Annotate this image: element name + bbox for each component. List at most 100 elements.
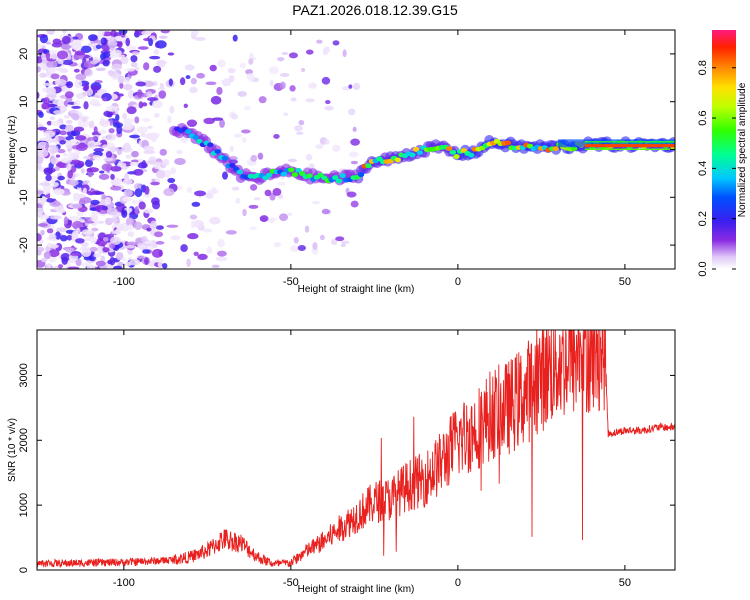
spectrogram-noise-blob (237, 90, 247, 97)
spectrogram-ridge-core (299, 171, 306, 177)
spectrogram-noise-blob (135, 81, 147, 87)
spectrogram-noise-blob (163, 188, 175, 197)
spectrogram-noise-blob (84, 68, 93, 77)
spectrogram-noise-blob (63, 216, 69, 225)
spectrogram-noise-blob (79, 115, 90, 121)
spectrogram-noise-blob (57, 175, 65, 181)
spectrogram-noise-blob (84, 159, 94, 168)
spectrogram-noise-blob (269, 79, 274, 87)
spectrogram-noise-blob (211, 117, 224, 121)
spectrogram-noise-blob (315, 144, 324, 150)
spectrogram-noise-blob (272, 188, 282, 196)
spectrogram-noise-blob (50, 156, 59, 165)
spectrogram-noise-blob (142, 118, 151, 123)
spectrogram-ridge-core (365, 163, 372, 169)
spectrogram-noise-blob (58, 264, 63, 269)
spectrogram-noise-blob (129, 161, 139, 167)
snr-y-tick-label: 3000 (18, 363, 30, 387)
spectrogram-noise-blob (127, 231, 135, 238)
spectrogram-noise-blob (221, 78, 232, 87)
spectrogram-noise-blob (53, 188, 65, 196)
spectrogram-noise-blob (60, 43, 71, 50)
colorbar-tick-label: 0.4 (697, 161, 709, 176)
spectrogram-ridge-core (229, 163, 236, 168)
spectrogram-noise-blob (151, 258, 164, 263)
spectrogram-noise-blob (117, 75, 125, 84)
spectrogram-ridge-core (295, 167, 302, 173)
spectrogram-noise-blob (80, 241, 89, 247)
spectrogram-noise-blob (332, 40, 340, 46)
spectrogram-noise-blob (72, 113, 80, 121)
spectrogram-noise-blob (126, 106, 137, 115)
spectrogram-ridge-core (394, 157, 401, 163)
spectrogram-noise-blob (146, 91, 153, 98)
spectrogram-noise-blob (184, 64, 195, 71)
spectrogram-noise-blob (231, 113, 239, 120)
spectrogram-noise-blob (135, 66, 140, 71)
spectrogram-noise-blob (49, 116, 56, 121)
spectrogram-noise-blob (305, 98, 315, 103)
spectrogram-noise-blob (74, 79, 83, 89)
spectrogram-noise-blob (289, 245, 300, 253)
spectrogram-noise-blob (39, 214, 50, 220)
spectrogram-noise-blob (316, 39, 323, 44)
spectrogram-noise-blob (324, 138, 330, 145)
snr-y-tick-label: 0 (18, 567, 30, 573)
spectrogram-noise-blob (288, 52, 298, 59)
spectrogram-ridge-core (357, 172, 365, 178)
spectrogram-noise-blob (148, 38, 154, 47)
spectrogram-noise-blob (257, 152, 264, 160)
spectrogram-noise-blob (110, 236, 122, 246)
spectrogram-noise-blob (205, 81, 217, 86)
spectrogram-noise-blob (85, 236, 98, 242)
spectrogram-noise-blob (38, 182, 51, 186)
spectrogram-noise-blob (248, 204, 259, 209)
spectrogram-noise-blob (159, 82, 164, 89)
spectrogram-noise-blob (55, 161, 66, 168)
spectrogram-noise-blob (110, 49, 122, 56)
spectrogram-noise-blob (170, 235, 181, 241)
spectrogram-noise-blob (123, 68, 136, 72)
spectrogram-noise-blob (81, 229, 94, 235)
spectrogram-noise-blob (249, 184, 258, 191)
spectrogram-noise-blob (211, 264, 220, 268)
spectrogram-noise-blob (225, 230, 237, 235)
spectrogram-noise-blob (87, 137, 94, 142)
spectrogram-x-label: Height of straight line (km) (298, 284, 415, 295)
spectrogram-ridge-core (287, 167, 295, 173)
spectrogram-ridge-core (416, 150, 423, 156)
spectrogram-noise-blob (153, 112, 160, 118)
spectrogram-noise-blob (110, 165, 122, 172)
spectrogram-noise-blob (150, 133, 158, 143)
spectrogram-noise-blob (293, 236, 299, 244)
spectrogram-noise-blob (141, 102, 148, 107)
colorbar: 0.0 0.2 0.4 0.6 0.8 Normalized spectral ampl… (697, 30, 748, 277)
spectrogram-noise-blob (57, 148, 66, 154)
spectrogram-noise-blob (75, 258, 82, 267)
spectrogram-noise-blob (75, 135, 87, 141)
snr-frame (36, 329, 676, 571)
spectrogram-noise-blob (37, 42, 43, 50)
spectrogram-noise-blob (80, 262, 93, 267)
spectrogram-noise-blob (93, 126, 98, 133)
spectrogram-noise-blob (348, 151, 359, 158)
spectrogram-noise-blob (129, 134, 141, 139)
spectrogram-noise-blob (140, 132, 146, 138)
spectrogram-noise-blob (143, 80, 155, 87)
spectrogram-noise-blob (211, 187, 217, 194)
spectrogram-ridge-band (584, 148, 675, 150)
spectrogram-noise-blob (133, 183, 142, 191)
spectrogram-noise-blob (311, 201, 320, 205)
spectrogram-noise-blob (141, 235, 148, 243)
spectrogram-noise-blob (196, 72, 205, 79)
spectrogram-noise-blob (66, 162, 72, 171)
spectrogram-noise-blob (50, 94, 57, 99)
spectrogram-noise-blob (45, 265, 52, 269)
spectrogram-ridge-core (445, 146, 453, 151)
spectrogram-noise-blob (112, 122, 123, 128)
spectrogram-noise-blob (112, 265, 123, 269)
spectrogram-noise-blob (210, 95, 222, 105)
spectrogram-noise-blob (38, 111, 44, 118)
spectrogram-noise-blob (232, 34, 238, 42)
spectrogram-noise-blob (134, 116, 140, 124)
